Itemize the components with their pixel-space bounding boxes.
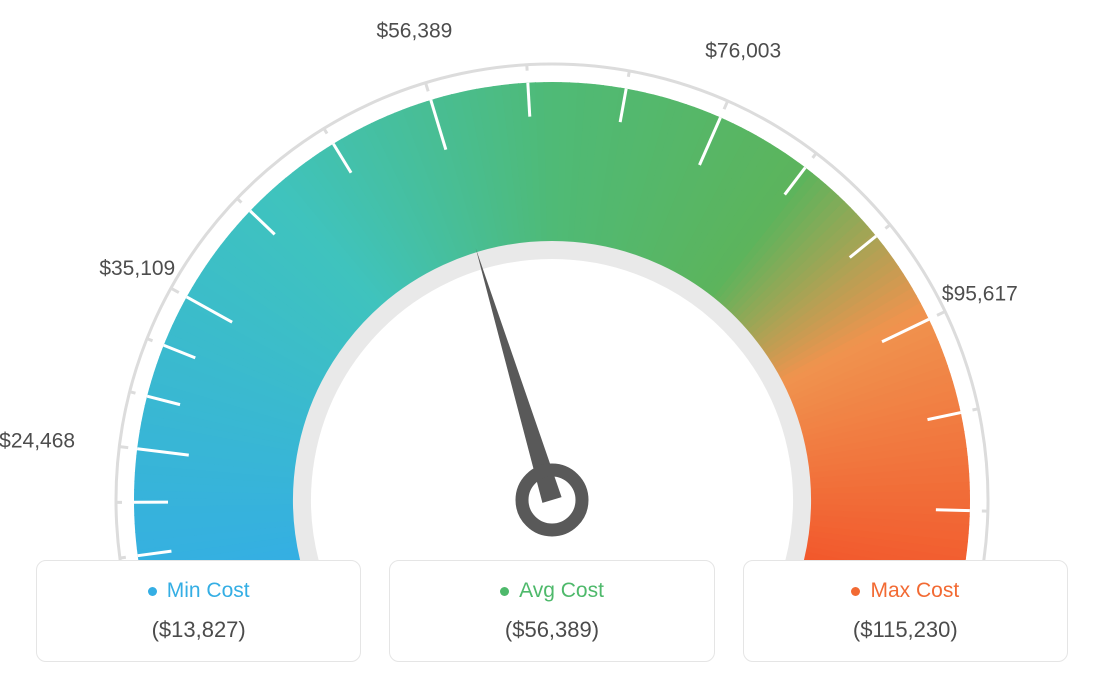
legend-label-max: Max Cost: [851, 579, 959, 603]
legend-value-max: ($115,230): [756, 617, 1055, 643]
gauge-tick-label: $76,003: [705, 39, 781, 62]
gauge-tick-label: $24,468: [0, 429, 75, 452]
legend-label-avg: Avg Cost: [500, 579, 604, 603]
gauge-chart: $13,827$24,468$35,109$56,389$76,003$95,6…: [0, 0, 1104, 560]
gauge-tick-label: $56,389: [376, 19, 452, 42]
legend-dot-max: [851, 587, 860, 596]
legend-dot-avg: [500, 587, 509, 596]
legend-card-avg: Avg Cost ($56,389): [389, 560, 714, 662]
legend-label-min: Min Cost: [148, 579, 250, 603]
legend-card-max: Max Cost ($115,230): [743, 560, 1068, 662]
legend-value-avg: ($56,389): [402, 617, 701, 643]
gauge-container: $13,827$24,468$35,109$56,389$76,003$95,6…: [0, 0, 1104, 560]
legend-dot-min: [148, 587, 157, 596]
legend-label-text-avg: Avg Cost: [519, 579, 604, 603]
gauge-tick-label: $35,109: [99, 257, 175, 280]
legend-value-min: ($13,827): [49, 617, 348, 643]
gauge-tick-label: $95,617: [942, 282, 1018, 305]
legend-row: Min Cost ($13,827) Avg Cost ($56,389) Ma…: [0, 560, 1104, 662]
legend-label-text-max: Max Cost: [870, 579, 959, 603]
legend-card-min: Min Cost ($13,827): [36, 560, 361, 662]
legend-label-text-min: Min Cost: [167, 579, 250, 603]
